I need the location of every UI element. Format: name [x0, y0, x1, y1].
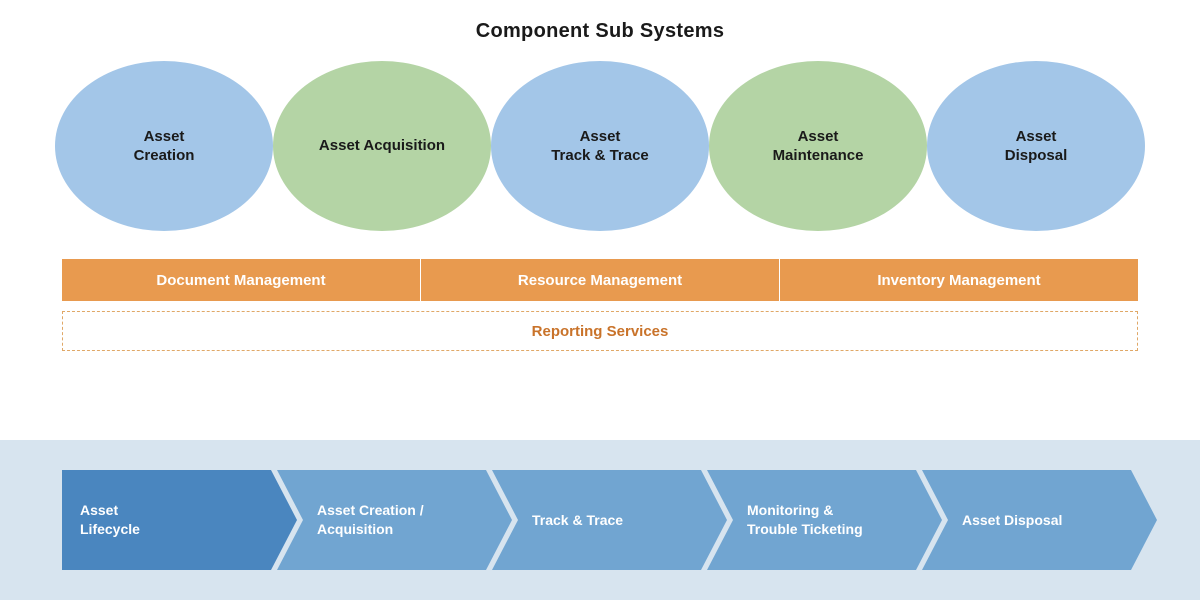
ellipse-4: Asset Disposal: [927, 61, 1145, 231]
lifecycle-band: Asset Lifecycle Asset Creation / Acquisit…: [0, 440, 1200, 600]
ellipse-label: Asset Maintenance: [773, 127, 864, 166]
ellipse-row: Asset Creation Asset Acquisition Asset Tra…: [0, 61, 1200, 231]
lifecycle-chevron-label: Track & Trace: [532, 470, 687, 570]
lifecycle-chevron-label: Asset Lifecycle: [80, 470, 257, 570]
management-row: Document ManagementResource ManagementIn…: [62, 259, 1138, 301]
lifecycle-chevron-3: Monitoring & Trouble Ticketing: [707, 470, 942, 570]
lifecycle-chevron-2: Track & Trace: [492, 470, 727, 570]
lifecycle-chevron-label: Asset Creation / Acquisition: [317, 470, 472, 570]
diagram-title: Component Sub Systems: [0, 0, 1200, 61]
ellipse-label: Asset Disposal: [1005, 127, 1068, 166]
ellipse-label: Asset Creation: [134, 127, 195, 166]
ellipse-1: Asset Acquisition: [273, 61, 491, 231]
chevron-row: Asset Lifecycle Asset Creation / Acquisit…: [62, 470, 1138, 570]
lifecycle-chevron-0: Asset Lifecycle: [62, 470, 297, 570]
lifecycle-chevron-label: Monitoring & Trouble Ticketing: [747, 470, 902, 570]
ellipse-label: Asset Track & Trace: [551, 127, 649, 166]
ellipse-0: Asset Creation: [55, 61, 273, 231]
reporting-services-label: Reporting Services: [532, 323, 669, 340]
ellipse-label: Asset Acquisition: [319, 136, 445, 156]
management-cell-1: Resource Management: [420, 259, 779, 301]
lifecycle-chevron-4: Asset Disposal: [922, 470, 1157, 570]
management-cell-0: Document Management: [62, 259, 420, 301]
ellipse-2: Asset Track & Trace: [491, 61, 709, 231]
ellipse-3: Asset Maintenance: [709, 61, 927, 231]
management-cell-2: Inventory Management: [779, 259, 1138, 301]
reporting-services-box: Reporting Services: [62, 311, 1138, 351]
lifecycle-chevron-label: Asset Disposal: [962, 470, 1117, 570]
lifecycle-chevron-1: Asset Creation / Acquisition: [277, 470, 512, 570]
